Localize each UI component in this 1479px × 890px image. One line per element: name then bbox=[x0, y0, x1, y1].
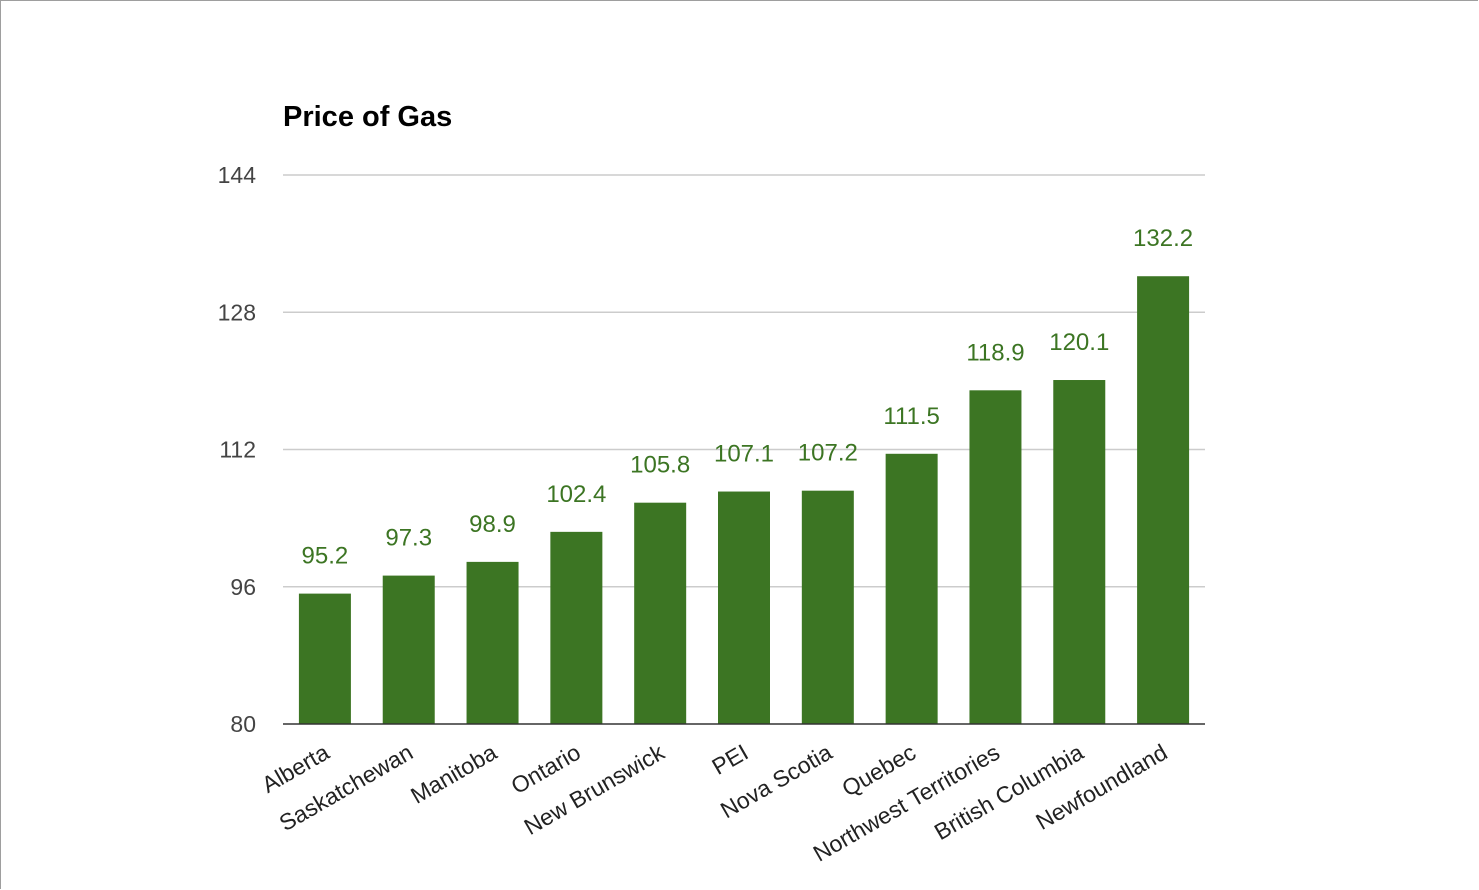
bar-value-label: 95.2 bbox=[302, 543, 349, 570]
bar bbox=[885, 453, 938, 724]
y-tick-label: 144 bbox=[218, 162, 257, 188]
x-category-label: Manitoba bbox=[406, 739, 501, 809]
bar bbox=[1137, 276, 1190, 724]
bar bbox=[466, 561, 519, 724]
bar-value-label: 107.2 bbox=[798, 440, 858, 467]
bar-value-label: 111.5 bbox=[883, 403, 940, 430]
y-tick-label: 128 bbox=[218, 299, 256, 325]
bar bbox=[634, 502, 687, 724]
bar-value-label: 98.9 bbox=[469, 511, 516, 538]
bar bbox=[382, 575, 435, 724]
x-category-label: New Brunswick bbox=[520, 739, 670, 840]
y-tick-label: 80 bbox=[230, 711, 256, 737]
bar-value-label: 97.3 bbox=[385, 525, 432, 552]
bar-value-label: 102.4 bbox=[546, 481, 606, 508]
y-tick-label: 112 bbox=[219, 437, 256, 463]
bar bbox=[718, 491, 770, 724]
bar bbox=[298, 593, 351, 724]
chart-title: Price of Gas bbox=[283, 101, 452, 133]
bar-value-label: 105.8 bbox=[630, 452, 690, 479]
bar bbox=[969, 390, 1022, 724]
bar-value-label: 118.9 bbox=[966, 339, 1024, 366]
bar-value-label: 132.2 bbox=[1133, 225, 1193, 252]
bar-value-label: 120.1 bbox=[1049, 329, 1109, 356]
x-category-label: PEI bbox=[707, 739, 752, 780]
bar bbox=[550, 531, 603, 724]
bar-value-label: 107.1 bbox=[714, 441, 774, 468]
bar bbox=[1053, 380, 1106, 724]
bar bbox=[801, 490, 854, 724]
x-category-label: British Columbia bbox=[930, 739, 1088, 845]
y-tick-label: 96 bbox=[230, 574, 256, 600]
bar-value-labels: 95.2 97.3 98.9 102.4 105.8 107.1 107.2 111.5 118… bbox=[302, 225, 1194, 569]
bars bbox=[298, 276, 1190, 724]
y-axis-tick-labels: 80 96 112 128 144 bbox=[218, 162, 257, 737]
